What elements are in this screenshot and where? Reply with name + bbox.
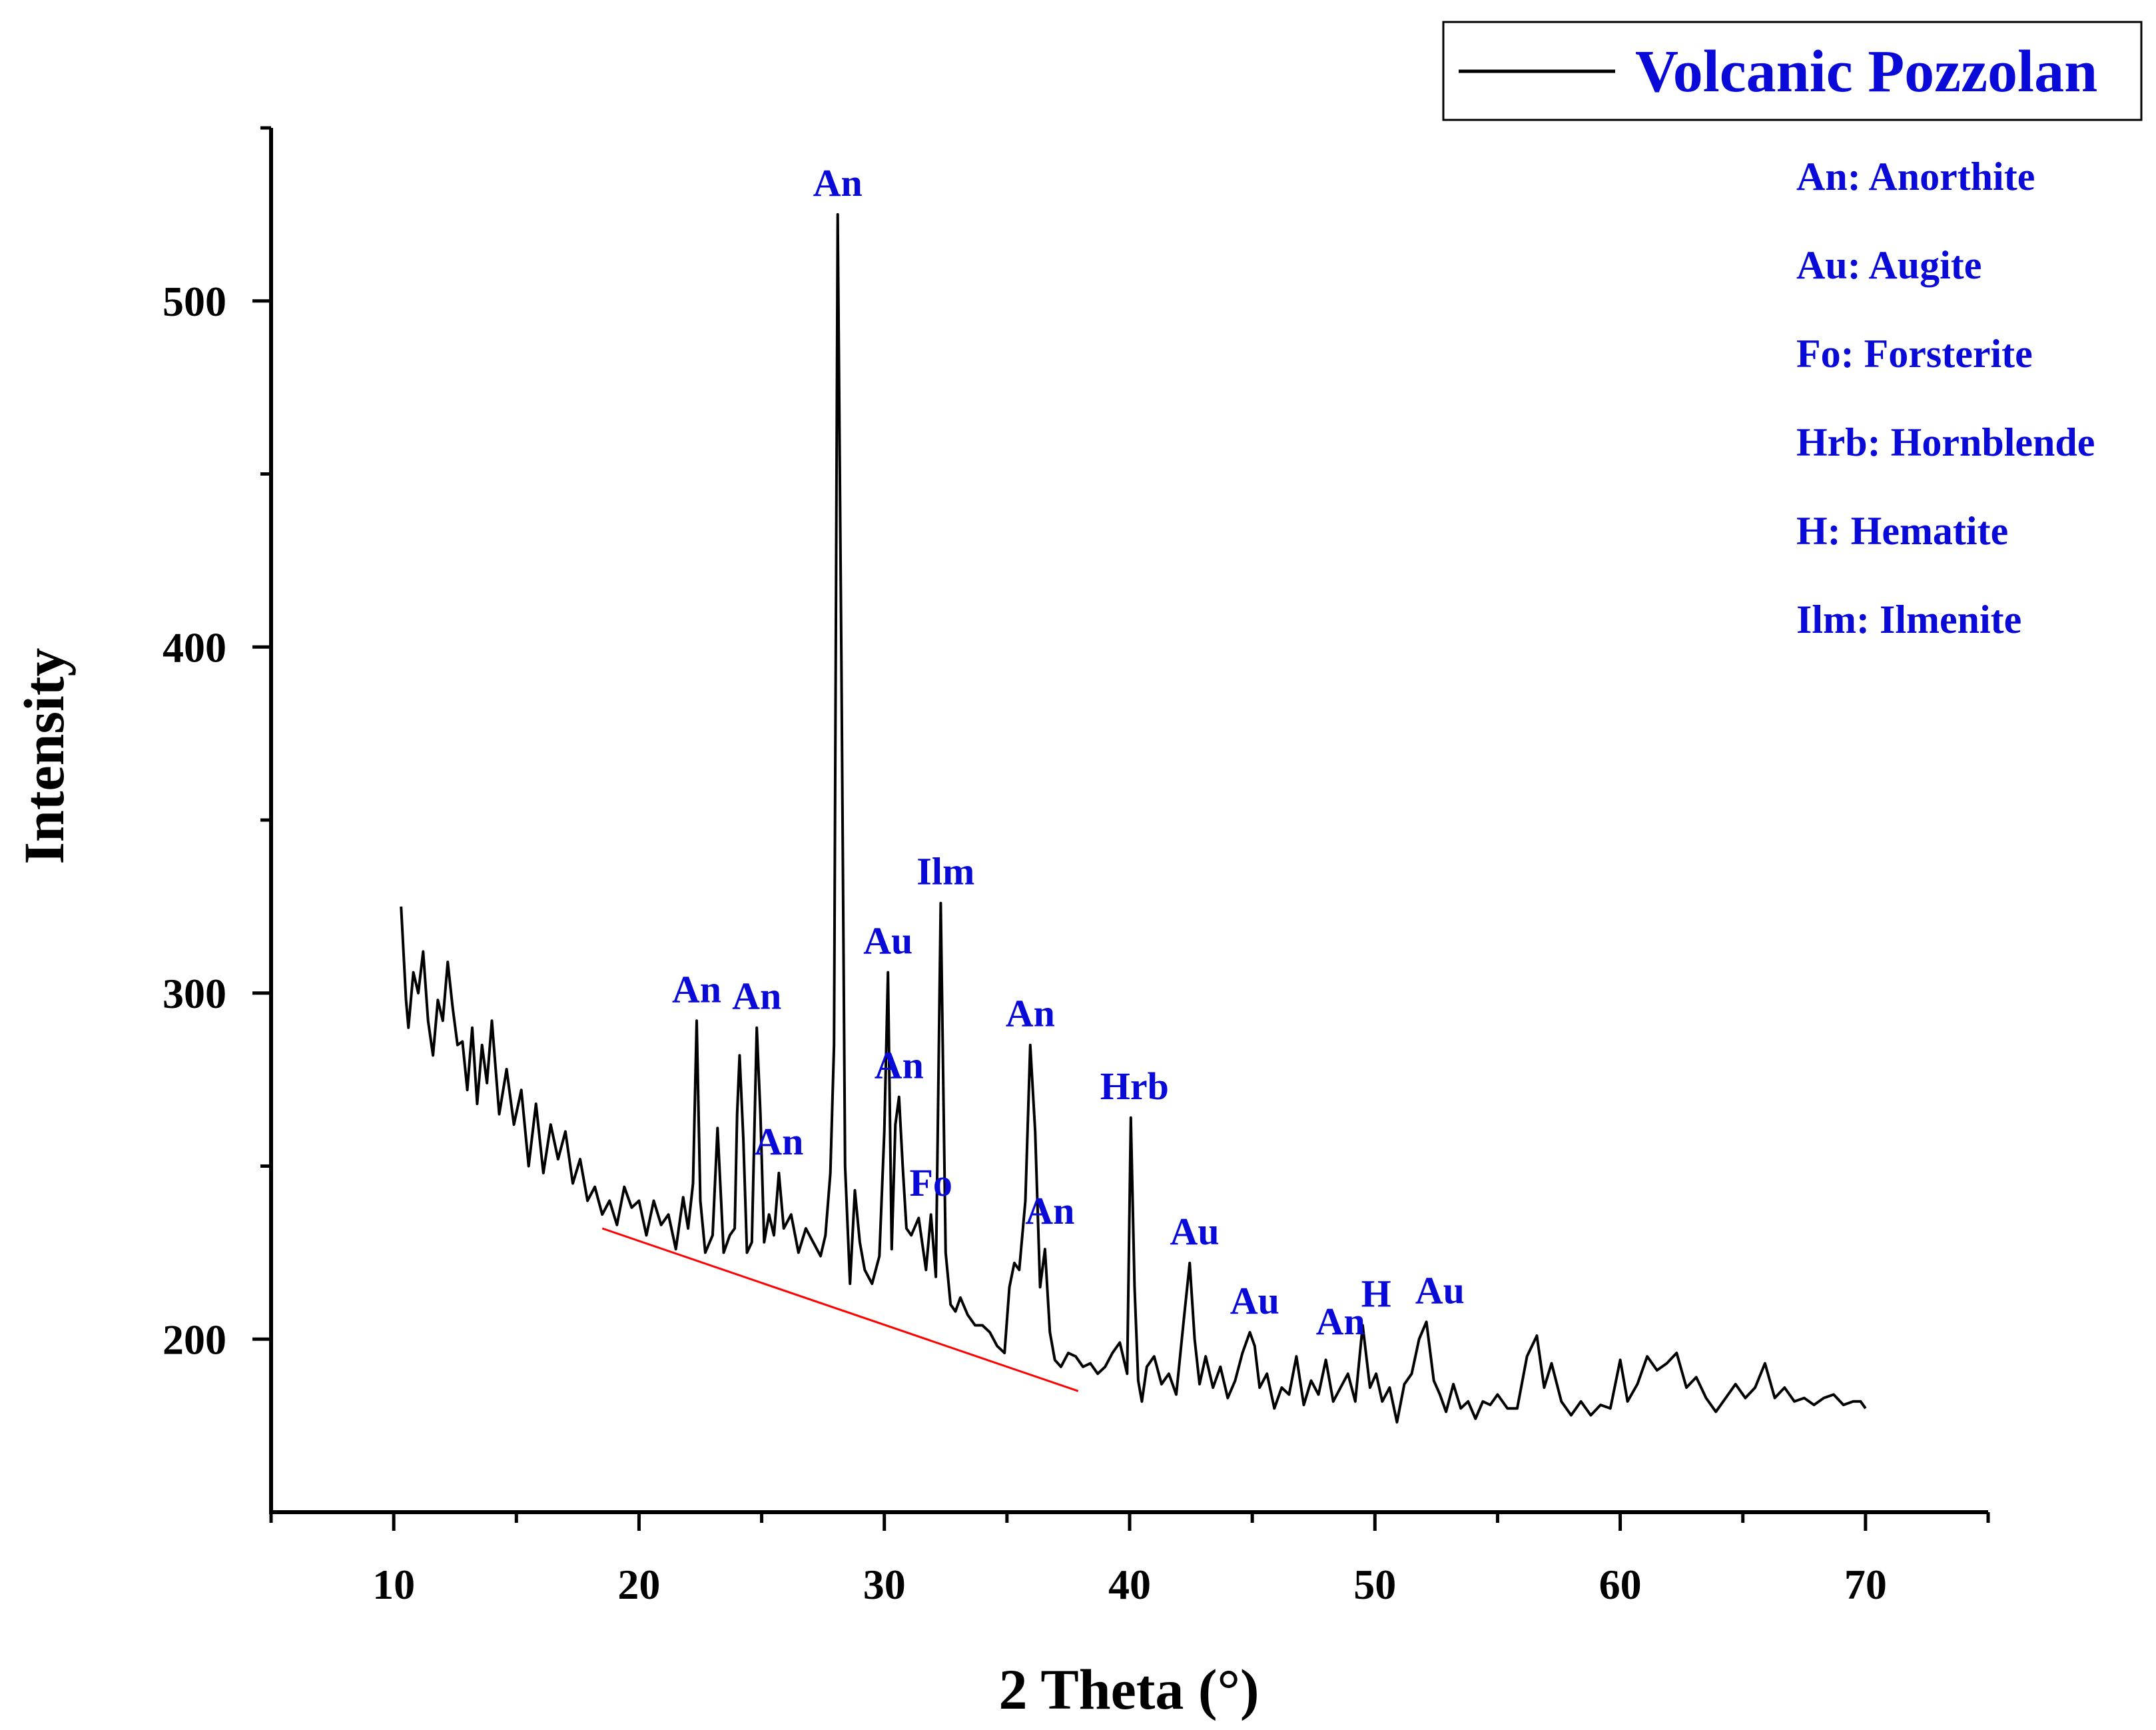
peak-label: Au [863, 919, 912, 963]
x-tick-label: 20 [617, 1561, 660, 1608]
x-tick-label: 10 [372, 1561, 415, 1608]
phase-key-item: Ilm: Ilmenite [1796, 598, 2021, 642]
x-tick-label: 30 [863, 1561, 906, 1608]
peak-label: Ilm [916, 850, 974, 893]
peak-label: An [875, 1044, 924, 1087]
y-tick-label: 300 [163, 970, 226, 1017]
legend: Volcanic Pozzolan [1442, 21, 2143, 121]
series-line-volcanic-pozzolan [400, 213, 1867, 1424]
phase-key-item: Hrb: Hornblende [1796, 420, 2095, 464]
x-tick-labels: 10 20 30 40 50 60 70 [372, 1561, 1887, 1608]
phase-key-item: Fo: Forsterite [1796, 332, 2033, 376]
series-lines [400, 213, 1867, 1424]
peak-label: An [672, 967, 721, 1011]
peak-label: Au [1230, 1279, 1279, 1322]
peak-label: Au [1415, 1268, 1465, 1312]
y-axis-title: Intensity [12, 648, 76, 865]
legend-label: Volcanic Pozzolan [1635, 39, 2097, 105]
phase-key-item: An: Anorthite [1796, 155, 2035, 199]
baseline-line [601, 1227, 1079, 1392]
y-tick-labels: 200 300 400 500 [163, 278, 226, 1364]
x-tick-label: 70 [1844, 1561, 1887, 1608]
peak-label: An [1316, 1300, 1365, 1343]
peak-label: An [754, 1120, 803, 1163]
peak-label: An [732, 975, 781, 1018]
peak-label: H [1361, 1272, 1391, 1315]
y-tick-label: 200 [163, 1316, 226, 1363]
phase-key: An: Anorthite Au: Augite Fo: Forsterite … [1796, 155, 2095, 642]
y-tick-label: 500 [163, 278, 226, 325]
y-tick-label: 400 [163, 624, 226, 671]
peak-label: An [813, 161, 863, 205]
peak-label: An [1025, 1189, 1074, 1232]
peak-label: Hrb [1100, 1065, 1169, 1108]
phase-key-item: Au: Augite [1796, 243, 1981, 287]
peak-label: Au [1170, 1210, 1220, 1253]
peak-label: An [1006, 992, 1055, 1035]
peak-label: Fo [909, 1161, 952, 1204]
x-axis-title: 2 Theta (°) [998, 1657, 1259, 1721]
x-tick-label: 50 [1353, 1561, 1396, 1608]
x-tick-label: 60 [1599, 1561, 1642, 1608]
x-tick-label: 40 [1108, 1561, 1151, 1608]
phase-key-item: H: Hematite [1796, 509, 2008, 553]
